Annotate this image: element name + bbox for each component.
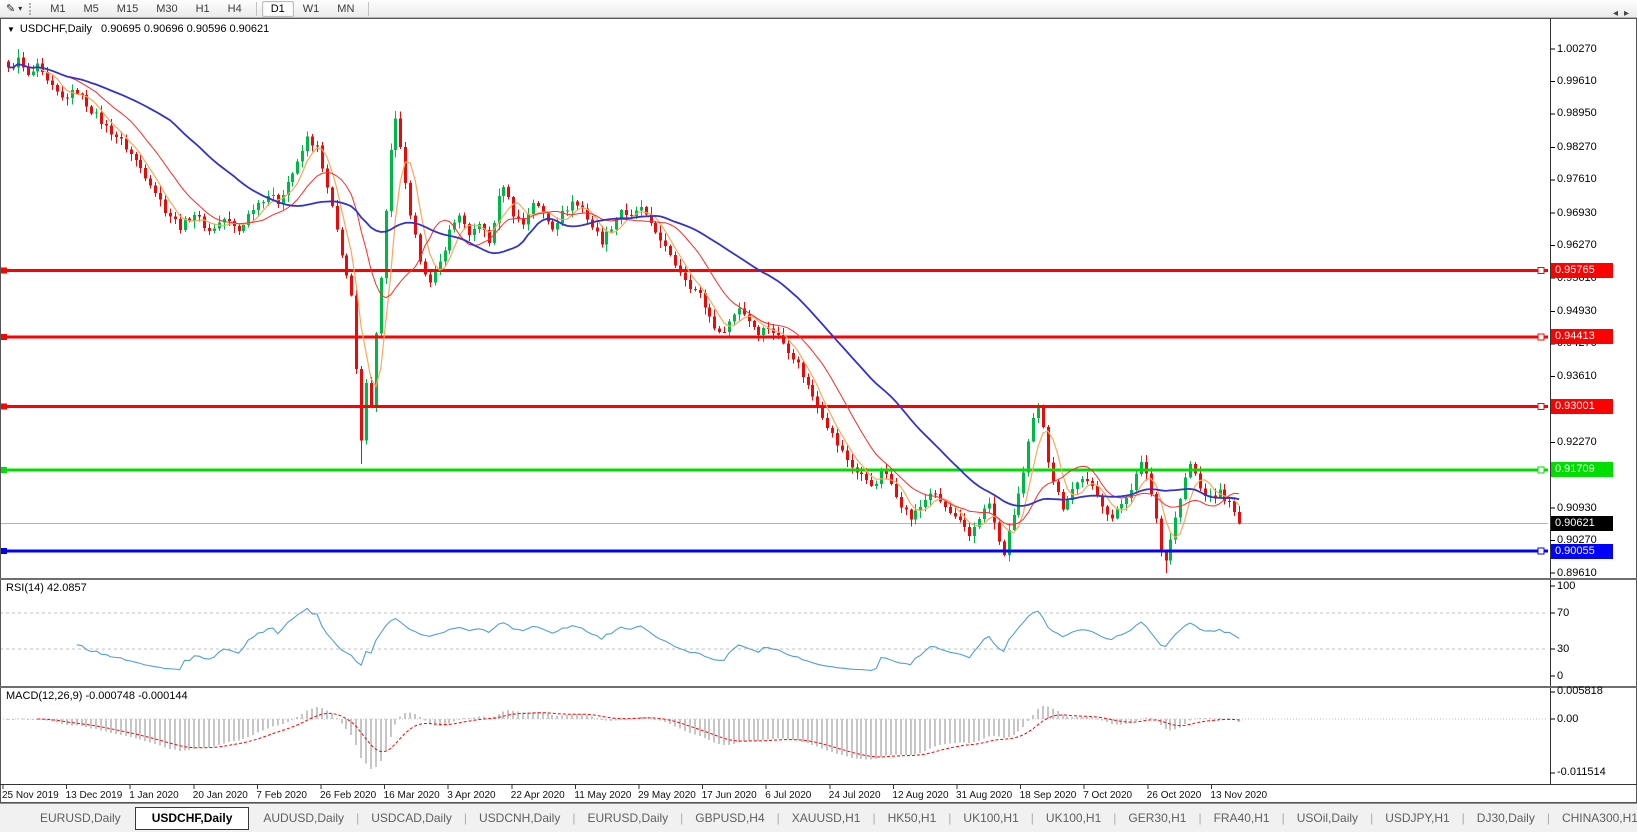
- tab-separator: |: [1546, 811, 1550, 825]
- chart-tab-fra40-h1[interactable]: FRA40,H1: [1213, 811, 1270, 825]
- toolbar: ✎ ▾ M1 M5 M15 M30 H1 H4 D1 W1 MN: [0, 0, 1637, 18]
- tab-separator: |: [1281, 811, 1285, 825]
- timeframe-button-h1[interactable]: H1: [195, 2, 210, 15]
- chart-tab-bar: EURUSD,Daily USDCHF,Daily AUDUSD,Daily | USD…: [0, 803, 1637, 832]
- timeframe-button-m15[interactable]: M15: [116, 2, 139, 15]
- timeframe-button-w1[interactable]: W1: [302, 2, 320, 15]
- tab-separator: |: [680, 811, 684, 825]
- timeframe-button-m5[interactable]: M5: [83, 2, 99, 15]
- tab-scroll-left-icon[interactable]: ◂: [1612, 8, 1618, 19]
- tab-separator: |: [572, 811, 576, 825]
- chart-tab-usdjpy-h1[interactable]: USDJPY,H1: [1385, 811, 1450, 825]
- tab-separator: |: [948, 811, 952, 825]
- chart-tab-eurusd-daily[interactable]: EURUSD,Daily: [40, 811, 121, 825]
- chart-tab-uk100-h1[interactable]: UK100,H1: [963, 811, 1019, 825]
- timeframe-button-m30[interactable]: M30: [156, 2, 178, 15]
- tab-scroll-arrows: ◂ ▸: [1610, 8, 1632, 19]
- chart-tab-xauusd-h1[interactable]: XAUUSD,H1: [791, 811, 861, 825]
- timeframe-button-d1[interactable]: D1: [261, 0, 294, 17]
- tab-separator: |: [1198, 811, 1202, 825]
- timeframe-button-mn[interactable]: MN: [337, 2, 355, 15]
- tab-separator: |: [1370, 811, 1374, 825]
- chart-tab-china300-h1[interactable]: CHINA300,H1: [1561, 811, 1637, 825]
- chart-tab-usoil-daily[interactable]: USOil,Daily: [1296, 811, 1359, 825]
- tab-separator: |: [356, 811, 360, 825]
- chart-tab-audusd-daily[interactable]: AUDUSD,Daily: [263, 811, 345, 825]
- tab-separator: |: [872, 811, 876, 825]
- timeframe-buttons: M1 M5 M15 M30 H1 H4 D1 W1 MN: [41, 0, 374, 17]
- tab-separator: |: [1113, 811, 1117, 825]
- tab-separator: |: [776, 811, 780, 825]
- chart-tab-usdchf-daily[interactable]: USDCHF,Daily: [134, 806, 250, 830]
- chart-tab-ger30-h1[interactable]: GER30,H1: [1128, 811, 1187, 825]
- tab-separator: |: [1461, 811, 1465, 825]
- chart-tab-usdcnh-daily[interactable]: USDCNH,Daily: [479, 811, 561, 825]
- toolbar-separator: [255, 1, 257, 16]
- tab-separator: |: [1030, 811, 1034, 825]
- tab-separator: |: [463, 811, 467, 825]
- toolbar-grip[interactable]: [29, 2, 35, 15]
- chart-tab-eurusd-daily[interactable]: EURUSD,Daily: [587, 811, 669, 825]
- tab-scroll-right-icon[interactable]: ▸: [1623, 8, 1629, 19]
- chart-tab-uk100-h1[interactable]: UK100,H1: [1045, 811, 1102, 825]
- toolbar-separator: [368, 1, 370, 16]
- chart-tab-dj30-daily[interactable]: DJ30,Daily: [1476, 811, 1535, 825]
- drawing-tool-icon[interactable]: ✎: [6, 3, 16, 15]
- timeframe-button-m1[interactable]: M1: [50, 2, 66, 15]
- chart-tab-hk50-h1[interactable]: HK50,H1: [887, 811, 937, 825]
- chart-tab-gbpusd-h4[interactable]: GBPUSD,H4: [695, 811, 765, 825]
- chart-tab-usdcad-daily[interactable]: USDCAD,Daily: [371, 811, 452, 825]
- tool-dropdown-caret-icon[interactable]: ▾: [18, 4, 23, 13]
- timeframe-button-h4[interactable]: H4: [227, 2, 242, 15]
